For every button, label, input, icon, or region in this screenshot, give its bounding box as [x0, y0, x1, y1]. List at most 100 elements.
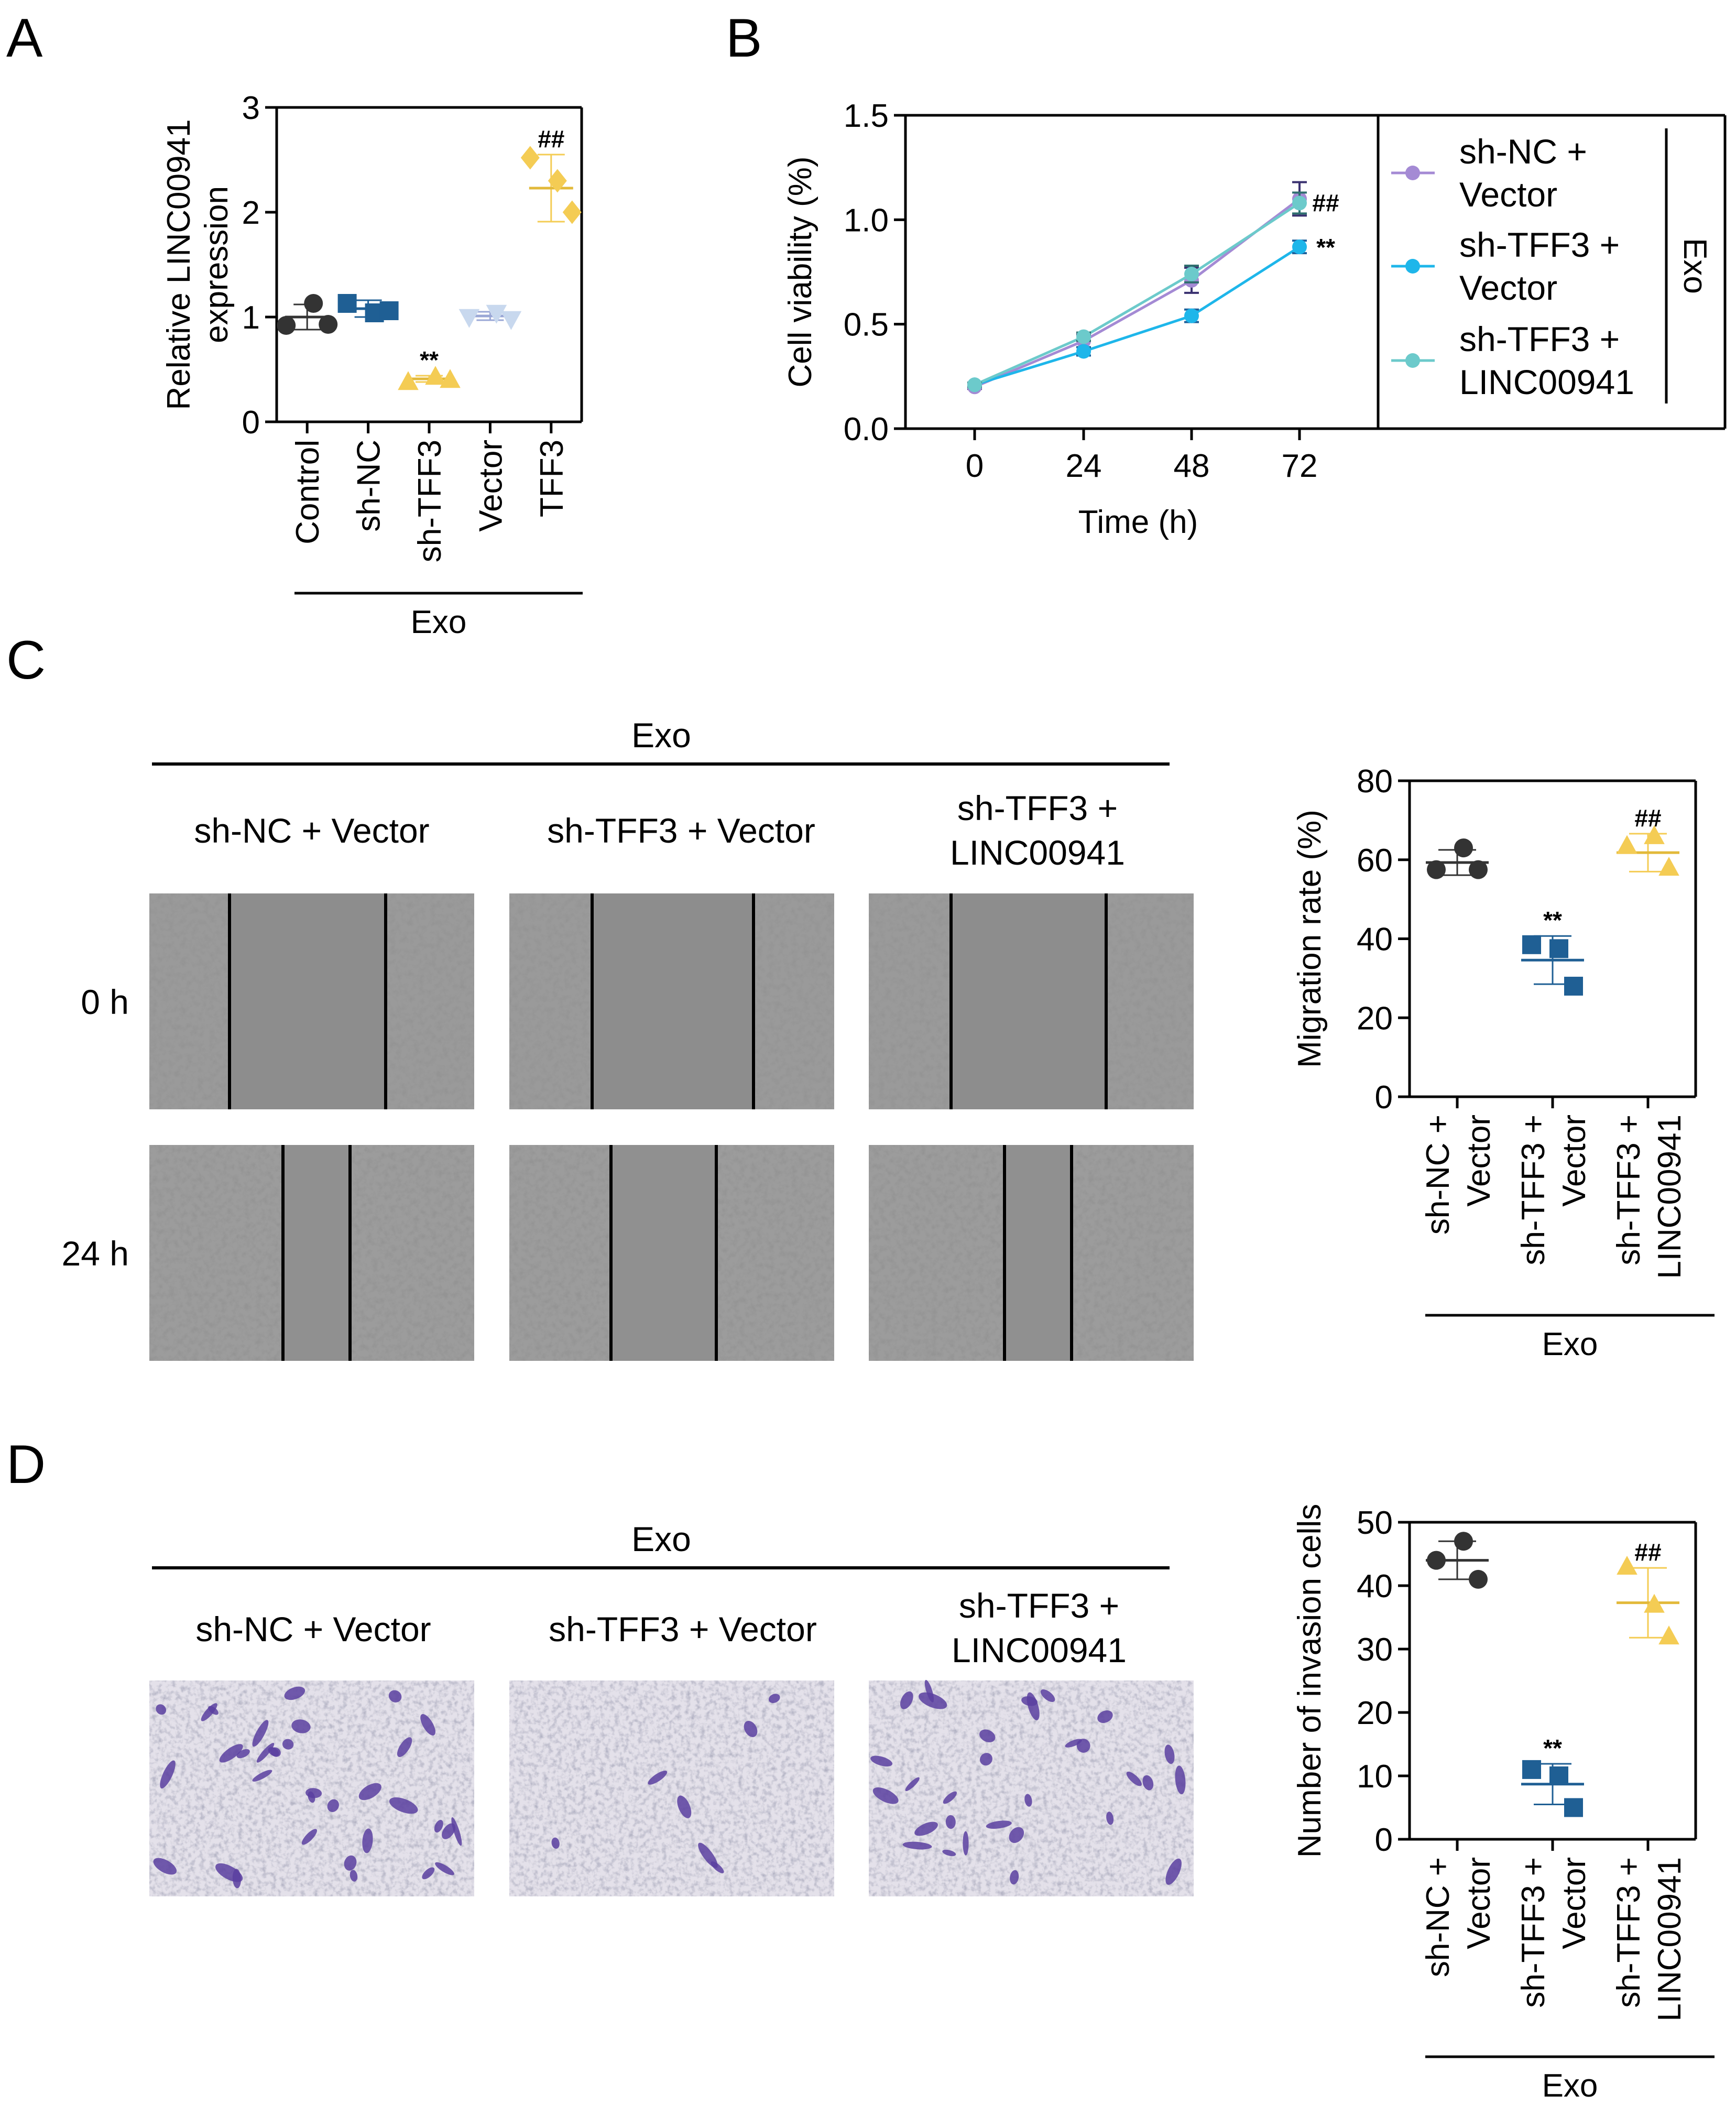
stained-cell [1040, 1689, 1055, 1702]
data-point [319, 315, 338, 334]
y-tick-label: 30 [1357, 1632, 1393, 1668]
stained-cell [156, 1704, 167, 1715]
panel-d-micrographs: Exo sh-NC + Vector sh-TFF3 + Vector sh-T… [149, 1520, 1194, 1896]
panel-c-row-label-0h: 0 h [81, 983, 129, 1021]
stained-cell [1065, 1739, 1082, 1748]
significance-marker: ** [1543, 1734, 1562, 1762]
data-point [1549, 1766, 1568, 1785]
data-point [967, 377, 982, 392]
data-point [1076, 329, 1091, 344]
stained-cell [1024, 1794, 1032, 1807]
micrograph-24h-sh-nc-vector [149, 1145, 474, 1361]
panel-d-column-label-1: sh-NC + Vector [195, 1610, 431, 1649]
y-tick-label: 20 [1357, 1695, 1393, 1731]
x-tick-label: Vector [473, 440, 509, 532]
stained-cell [451, 1817, 462, 1846]
stained-cell [1010, 1870, 1019, 1885]
y-tick-label: 60 [1357, 843, 1393, 879]
stained-cell [744, 1720, 758, 1737]
legend-group-label: Exo [1677, 238, 1713, 294]
panel-c-row-label-24h: 24 h [62, 1234, 129, 1273]
data-point [562, 200, 582, 224]
x-tick-label: sh-NC + Vector [1420, 1857, 1497, 1977]
x-tick-label: 24 [1066, 448, 1102, 484]
data-point [1617, 835, 1637, 854]
stained-cell [698, 1842, 718, 1868]
stained-cell [1021, 1696, 1038, 1706]
stained-cell [1126, 1771, 1142, 1786]
y-tick-label: 1.5 [844, 98, 889, 134]
y-axis-label: Number of invasion cells [1292, 1504, 1328, 1858]
stained-cell [914, 1821, 938, 1836]
x-tick-label: sh-TFF3 + LINC00941 [1611, 1115, 1688, 1279]
data-point [440, 369, 461, 388]
x-tick-label: sh-TFF3 + Vector [1515, 1115, 1592, 1265]
stained-cell [282, 1739, 294, 1750]
y-axis-label: Migration rate (%) [1292, 810, 1328, 1068]
stained-cell [362, 1828, 373, 1853]
data-point [1454, 838, 1473, 858]
stained-cell [208, 1706, 219, 1715]
stained-cell [924, 1679, 934, 1703]
y-tick-label: 0 [1375, 1822, 1393, 1858]
stained-cell [900, 1691, 913, 1709]
data-point [500, 311, 522, 330]
stained-cell [1106, 1812, 1114, 1825]
y-tick-label: 40 [1357, 922, 1393, 958]
data-point [1549, 939, 1568, 958]
stained-cell [358, 1783, 381, 1801]
stained-cell [215, 1863, 243, 1882]
panel-c-column-label-3a: sh-TFF3 + [957, 789, 1118, 827]
x-tick-label: sh-TFF3 + LINC00941 [1611, 1857, 1688, 2022]
stained-cell [435, 1862, 454, 1875]
stained-cell [1175, 1765, 1186, 1795]
panel-c-column-label-1: sh-NC + Vector [194, 811, 429, 850]
x-tick-label: 0 [966, 448, 984, 484]
y-tick-label: 20 [1357, 1000, 1393, 1036]
stained-cell [308, 1791, 315, 1803]
y-tick-label: 80 [1357, 763, 1393, 800]
stained-cell [905, 1777, 920, 1792]
stained-cell [219, 1744, 243, 1763]
y-tick-label: 3 [242, 90, 260, 126]
panel-letter-a: A [6, 8, 43, 69]
panel-letter-d: D [6, 1434, 46, 1495]
y-tick-label: 10 [1357, 1759, 1393, 1795]
data-point [1644, 825, 1665, 844]
stained-cell [870, 1755, 893, 1767]
x-tick-label: 72 [1282, 448, 1318, 484]
micrograph-0h-sh-tff3-linc00941 [869, 893, 1194, 1109]
stained-cell [389, 1797, 418, 1814]
panel-letter-b: B [726, 8, 762, 69]
stained-cell [1142, 1775, 1154, 1791]
stained-cell [284, 1686, 305, 1700]
micrograph-0h-sh-tff3-vector [509, 893, 834, 1109]
y-axis-label: Relative LINC00941expression [161, 119, 235, 410]
stained-cell [902, 1841, 932, 1850]
stained-cell [397, 1737, 412, 1758]
y-tick-label: 0 [242, 405, 260, 441]
group-label: Exo [411, 604, 467, 640]
y-tick-label: 0.0 [844, 411, 889, 448]
y-tick-label: 40 [1357, 1568, 1393, 1605]
stained-cell [388, 1690, 402, 1703]
y-axis-label: Cell viability (%) [782, 157, 818, 388]
stained-cell [1097, 1710, 1113, 1723]
chart-c-migration-rate: 0 20 40 60 80 Migration rate (%) sh-NC + Vector… [1292, 763, 1715, 1362]
legend-marker-2 [1405, 259, 1420, 274]
data-point [304, 294, 323, 313]
micrograph-invasion-sh-tff3-vector [509, 1681, 834, 1896]
significance-marker: ## [1634, 1538, 1661, 1566]
legend-marker-1 [1405, 166, 1420, 180]
panel-d-column-label-3b: LINC00941 [952, 1631, 1127, 1669]
data-point [1658, 1625, 1679, 1645]
panel-d-column-label-3a: sh-TFF3 + [959, 1586, 1119, 1625]
panel-letter-c: C [6, 630, 46, 691]
data-point [1184, 266, 1199, 281]
micrograph-invasion-sh-tff3-linc00941 [869, 1679, 1194, 1896]
stained-cell [327, 1799, 339, 1813]
data-point [520, 146, 540, 170]
stained-cell [872, 1787, 899, 1804]
y-tick-label: 50 [1357, 1505, 1393, 1541]
stained-cell [980, 1753, 992, 1766]
